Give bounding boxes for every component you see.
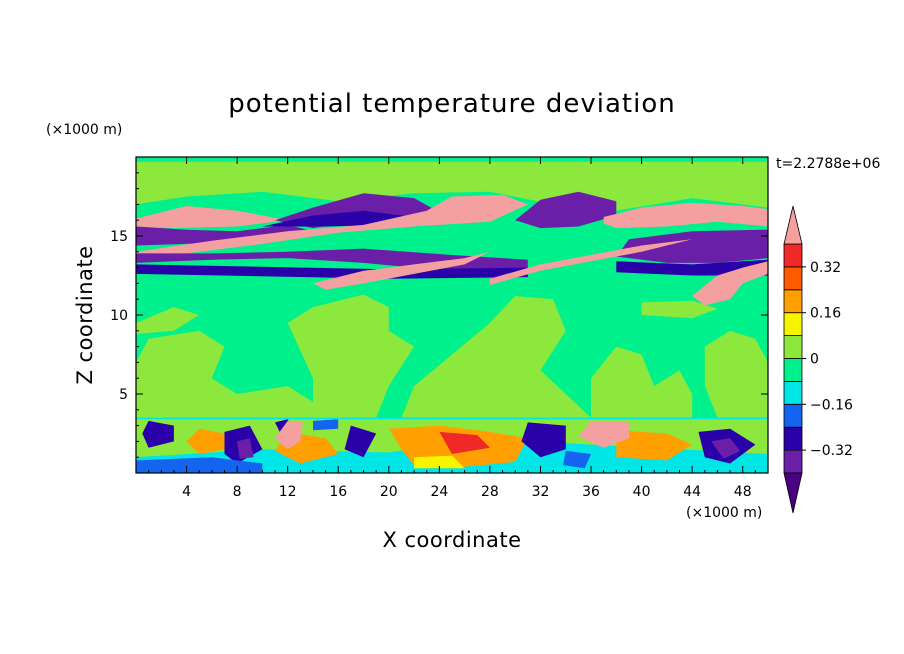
contour-region-pink [136, 206, 288, 229]
x-tick-label: 36 [582, 484, 600, 500]
contour-region-navy [136, 264, 528, 279]
colorbar-bin [783, 266, 803, 291]
contour-region-lime [136, 161, 768, 211]
y-tick-label: 10 [110, 308, 128, 324]
contour-region-orange [616, 430, 693, 461]
contour-region-lime [136, 330, 313, 418]
contour-region-purple [711, 438, 741, 459]
colorbar-label: −0.32 [810, 443, 853, 459]
x-unit-label: (×1000 m) [686, 505, 762, 521]
contour-region-blue [136, 457, 263, 473]
contour-region-purple [515, 191, 617, 229]
contour-region-lime [641, 300, 718, 319]
x-tick-label: 28 [481, 484, 499, 500]
colorbar-label: 0.16 [810, 306, 841, 322]
x-tick-label: 32 [532, 484, 550, 500]
x-axis-label: X coordinate [382, 528, 521, 552]
x-tick-label: 20 [380, 484, 398, 500]
contour-region-lime [287, 294, 415, 418]
colorbar-bin [783, 426, 803, 451]
colorbar-label: 0.32 [810, 260, 841, 276]
y-tick-label: 5 [119, 387, 128, 403]
x-tick-label: 40 [633, 484, 651, 500]
contour-region-navy [142, 420, 174, 448]
y-axis: 5 10 15 [110, 172, 768, 458]
chart-title: potential temperature deviation [228, 89, 675, 119]
x-tick-label: 4 [182, 484, 191, 500]
y-unit-label: (×1000 m) [46, 122, 122, 138]
contour-region-purple [237, 438, 254, 459]
y-axis-label: Z coordinate [73, 245, 97, 384]
contour-region-red [439, 431, 490, 454]
time-label: t=2.2788e+06 [776, 156, 880, 172]
contour-region-pink [692, 261, 768, 306]
contour-region-lime [704, 330, 768, 418]
contour-region-purple [616, 229, 768, 263]
colorbar-bin [783, 289, 803, 314]
contour-region-yellow [414, 455, 465, 469]
x-tick-label: 12 [279, 484, 297, 500]
colorbar-bin [783, 335, 803, 359]
x-tick-label: 44 [683, 484, 701, 500]
colorbar-extend-low [783, 472, 803, 514]
colorbar-bin [783, 403, 803, 428]
contour-region-lime [401, 296, 591, 418]
colorbar-bin [783, 243, 803, 268]
colorbar-bin [783, 358, 803, 382]
x-tick-label: 24 [430, 484, 448, 500]
x-tick-label: 48 [734, 484, 752, 500]
colorbar: 0.32 0.16 0 −0.16 −0.32 [783, 205, 853, 514]
x-tick-label: 16 [329, 484, 347, 500]
contour-region-pink [275, 420, 303, 450]
colorbar-extend-high [783, 205, 803, 245]
x-tick-label: 8 [233, 484, 242, 500]
contour-region-orange [186, 428, 225, 454]
colorbar-bin [783, 312, 803, 337]
contour-region-lime [591, 346, 693, 418]
contour-region-pink [603, 202, 768, 229]
contour-region-navy [521, 422, 566, 458]
contour-region-blue [313, 419, 339, 431]
contour-region-pink [313, 251, 490, 290]
contour-region-pink [136, 194, 528, 262]
y-tick-label: 15 [110, 229, 128, 245]
contour-fields [136, 157, 768, 473]
x-axis: 4 8 12 16 20 24 28 32 36 40 44 48 [148, 157, 756, 500]
colorbar-bin [783, 449, 803, 474]
contour-region-blue [563, 450, 591, 469]
colorbar-label: 0 [810, 352, 819, 368]
colorbar-label: −0.16 [810, 397, 853, 413]
contour-region-navy [344, 425, 377, 458]
contour-region-purple [136, 224, 313, 246]
contour-region-pink [489, 239, 693, 285]
contour-region-lime [136, 307, 200, 334]
contour-region-pink [578, 420, 629, 448]
colorbar-bin [783, 380, 803, 405]
